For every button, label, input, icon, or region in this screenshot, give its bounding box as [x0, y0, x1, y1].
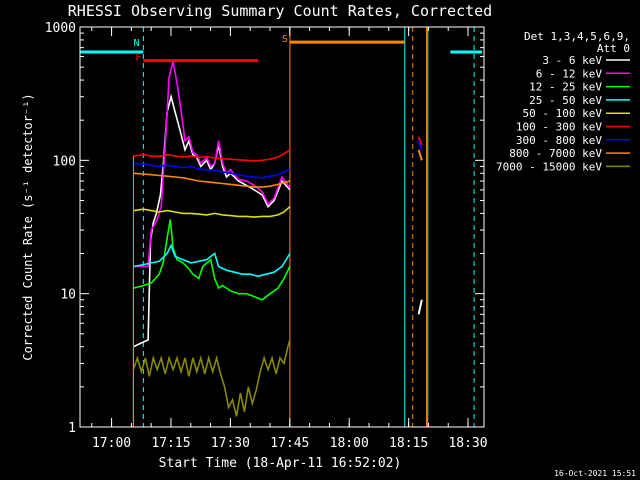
- series-lines: [132, 61, 423, 427]
- late-segment-6: [417, 140, 423, 151]
- x-tick-label: 17:30: [211, 436, 250, 451]
- legend-label-6: 300 - 800 keV: [516, 134, 602, 147]
- flag-bars: NF S: [80, 34, 483, 64]
- legend-label-8: 7000 - 15000 keV: [496, 160, 602, 173]
- x-tick-label: 17:45: [270, 436, 309, 451]
- legend-label-4: 50 - 100 keV: [523, 107, 603, 120]
- series-line-8: [132, 339, 291, 417]
- flag-label-s: S: [282, 34, 288, 45]
- late-segment-5: [417, 136, 423, 146]
- series-line-2: [133, 219, 291, 301]
- legend-label-2: 12 - 25 keV: [529, 81, 602, 94]
- late-segment-0: [417, 299, 423, 315]
- legend-label-5: 100 - 300 keV: [516, 121, 602, 134]
- series-line-7: [133, 172, 291, 188]
- series-line-0: [133, 93, 291, 348]
- series-line-6: [133, 162, 291, 179]
- plot-frame: [79, 26, 485, 428]
- flag-label-n: N: [133, 38, 139, 49]
- series-line-5: [133, 149, 291, 162]
- legend-label-7: 800 - 7000 keV: [509, 147, 602, 160]
- series-line-3: [133, 243, 291, 278]
- chart-title: RHESSI Observing Summary Count Rates, Co…: [68, 2, 492, 20]
- x-axis-label: Start Time (18-Apr-11 16:52:02): [159, 456, 402, 471]
- y-axis-ticks: 1 10 100 1000: [45, 21, 484, 436]
- timestamp: 16-Oct-2021 15:51: [554, 469, 636, 478]
- y-tick-label: 10: [60, 288, 76, 303]
- x-tick-label: 18:00: [330, 436, 369, 451]
- legend-label-1: 6 - 12 keV: [536, 67, 603, 80]
- flag-label-f: F: [135, 53, 141, 64]
- x-tick-label: 17:15: [151, 436, 190, 451]
- legend-header-line2: Att 0: [597, 42, 630, 55]
- x-tick-label: 18:30: [448, 436, 487, 451]
- x-tick-label: 17:00: [92, 436, 131, 451]
- x-tick-label: 18:15: [389, 436, 428, 451]
- legend-label-3: 25 - 50 keV: [529, 94, 602, 107]
- series-line-4: [133, 206, 291, 218]
- x-axis-ticks: 17:00 17:15 17:30 17:45 18:00 18:15 18:30: [91, 27, 488, 451]
- y-axis-label: Corrected Count Rate (s⁻¹ detector⁻¹): [21, 93, 35, 360]
- y-tick-label: 1: [68, 421, 76, 436]
- y-tick-label: 100: [53, 154, 76, 169]
- late-segment-7: [417, 149, 423, 161]
- y-tick-label: 1000: [45, 21, 76, 36]
- legend-header-line1: Det 1,3,4,5,6,9,: [524, 30, 630, 43]
- legend-label-0: 3 - 6 keV: [542, 54, 602, 67]
